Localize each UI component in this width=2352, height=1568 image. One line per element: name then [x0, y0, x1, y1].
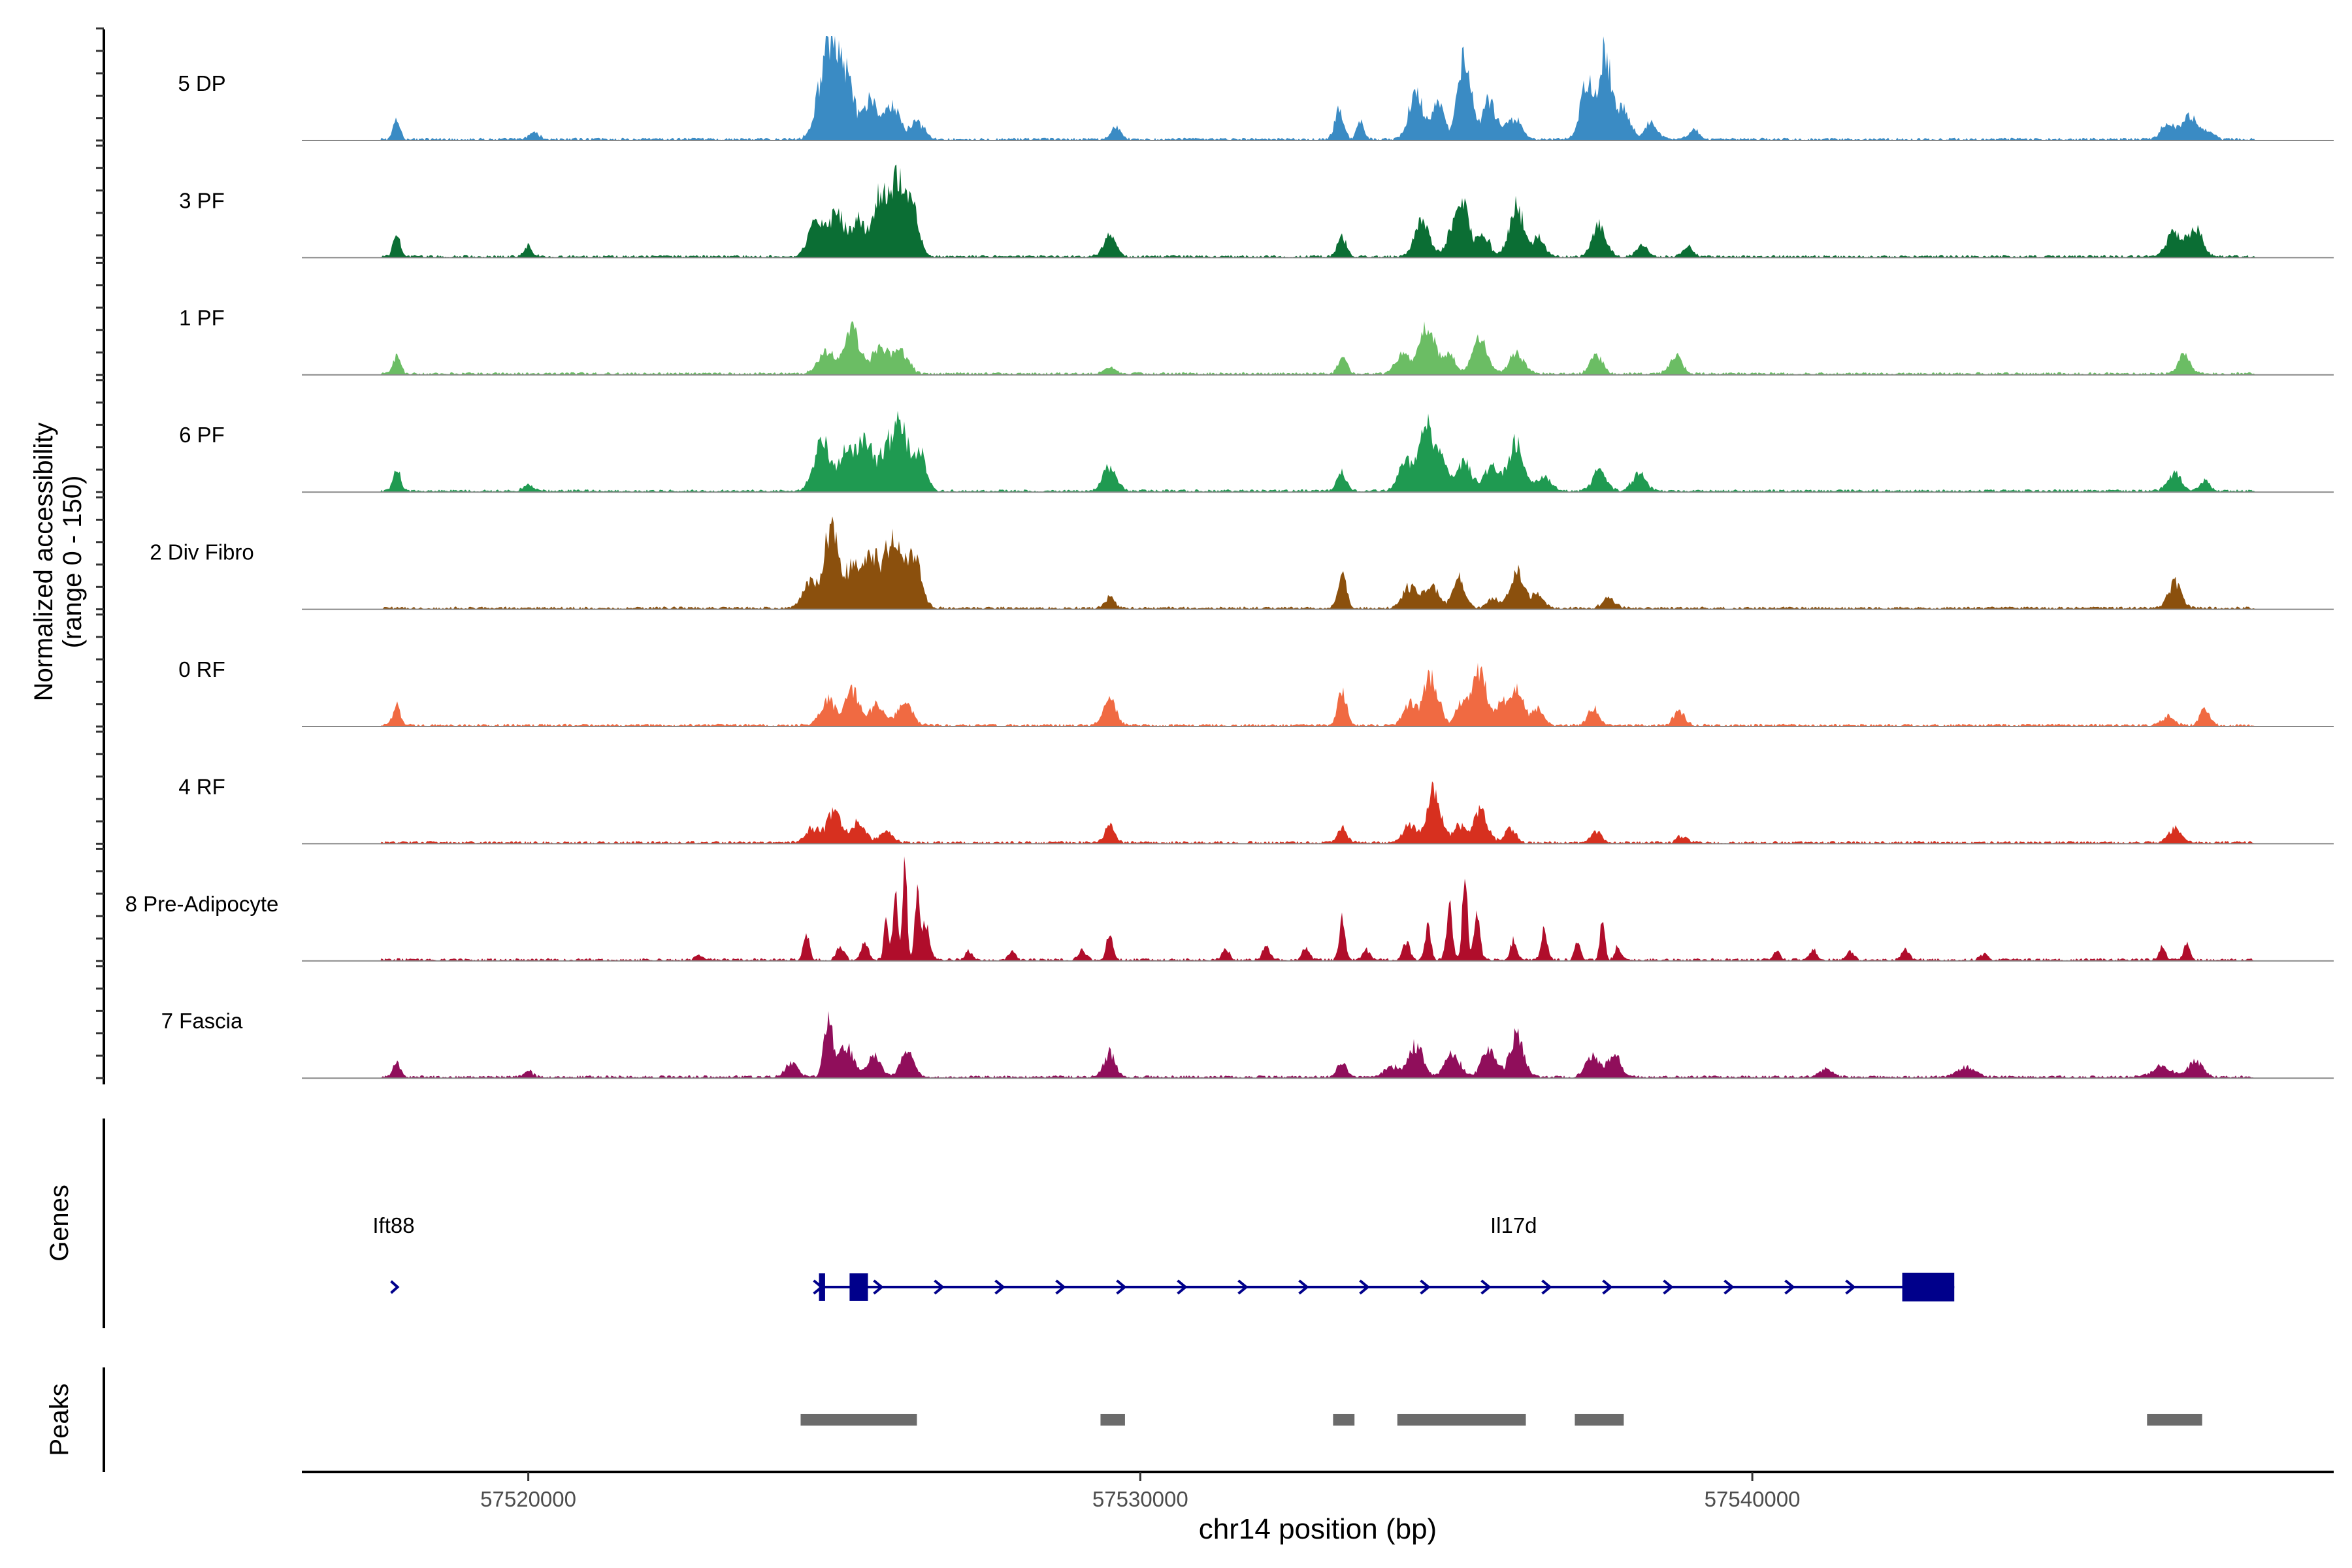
strand-arrow	[1845, 1279, 1856, 1295]
x-tick-label: 57520000	[480, 1487, 576, 1511]
peak-region	[1333, 1414, 1355, 1426]
coverage-area	[302, 164, 2334, 258]
strand-arrow	[1298, 1279, 1309, 1295]
track-6-pf: 6 PF	[179, 410, 2334, 493]
track-7-fascia: 7 Fascia	[161, 1009, 2334, 1079]
track-1-pf: 1 PF	[179, 306, 2334, 376]
strand-arrow	[1663, 1279, 1674, 1295]
strand-arrow	[994, 1279, 1005, 1295]
strand-arrow	[873, 1279, 884, 1295]
gene-annotation-track: Ift88 Il17d	[372, 1213, 1955, 1301]
y-axis-title-line2: (range 0 - 150)	[58, 476, 87, 649]
genes-panel-title: Genes	[45, 1184, 74, 1262]
x-tick-label: 57530000	[1092, 1487, 1188, 1511]
y-axis-title-line1: Normalized accessibility	[29, 423, 58, 702]
strand-arrow	[1723, 1279, 1735, 1295]
track-label: 8 Pre-Adipocyte	[125, 892, 279, 916]
track-label: 1 PF	[179, 306, 225, 330]
strand-arrow	[1359, 1279, 1370, 1295]
track-2-div-fibro: 2 Div Fibro	[150, 516, 2334, 610]
strand-arrow	[1480, 1279, 1492, 1295]
x-tick-label: 57540000	[1705, 1487, 1801, 1511]
peak-region	[800, 1414, 917, 1426]
strand-arrow	[1602, 1279, 1613, 1295]
coverage-y-axis	[96, 27, 105, 1085]
gene-il17d: Il17d	[813, 1213, 1955, 1301]
track-4-rf: 4 RF	[178, 774, 2334, 845]
gene-exon	[1902, 1273, 1955, 1301]
track-3-pf: 3 PF	[179, 164, 2334, 259]
strand-arrow	[1420, 1279, 1431, 1295]
peak-region	[2147, 1414, 2202, 1426]
peak-region	[1575, 1414, 1624, 1426]
track-0-rf: 0 RF	[178, 657, 2334, 727]
strand-arrow	[390, 1280, 400, 1294]
strand-arrow	[1116, 1279, 1127, 1295]
peak-region	[1100, 1414, 1125, 1426]
track-label: 3 PF	[179, 188, 225, 212]
track-label: 6 PF	[179, 423, 225, 447]
gene-name: Il17d	[1490, 1213, 1537, 1237]
gene-exon	[819, 1273, 825, 1301]
track-5-dp: 5 DP	[178, 36, 2334, 141]
strand-arrow	[1784, 1279, 1795, 1295]
track-label: 0 RF	[178, 657, 225, 681]
track-8-pre-adipocyte: 8 Pre-Adipocyte	[125, 856, 2334, 962]
gene-exon	[849, 1273, 868, 1301]
peak-regions-track	[800, 1414, 2202, 1426]
coverage-area	[302, 781, 2334, 844]
peak-region	[1397, 1414, 1526, 1426]
coverage-area	[302, 516, 2334, 610]
x-axis-ticks: 57520000 57530000 57540000	[480, 1472, 1801, 1511]
x-axis-title: chr14 position (bp)	[1199, 1513, 1437, 1545]
strand-arrow	[1237, 1279, 1249, 1295]
gene-name: Ift88	[372, 1213, 414, 1237]
strand-arrow	[1177, 1279, 1188, 1295]
strand-arrow	[934, 1279, 945, 1295]
peaks-panel-title: Peaks	[45, 1383, 74, 1456]
coverage-tracks: 5 DP 3 PF 1 PF 6 PF 2 Div Fibro 0 RF 4 RF 8 Pre…	[125, 36, 2334, 1079]
track-label: 7 Fascia	[161, 1009, 243, 1033]
track-label: 5 DP	[178, 71, 225, 95]
track-label: 2 Div Fibro	[150, 540, 254, 564]
gene-ift88: Ift88	[372, 1213, 415, 1294]
track-label: 4 RF	[178, 774, 225, 798]
strand-arrow	[1055, 1279, 1066, 1295]
strand-arrow	[1541, 1279, 1552, 1295]
